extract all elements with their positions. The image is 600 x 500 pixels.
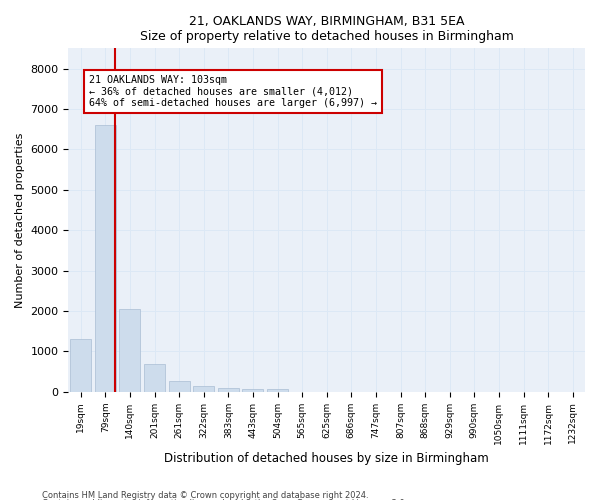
Bar (169, 381, 190, 392)
Text: Contains public sector information licensed under the Open Government Licence v3: Contains public sector information licen… (42, 499, 407, 500)
Bar (218, 388, 239, 392)
Bar (144, 364, 165, 392)
Bar (193, 386, 214, 392)
Bar (119, 308, 140, 392)
X-axis label: Distribution of detached houses by size in Birmingham: Distribution of detached houses by size … (164, 452, 489, 465)
Bar (267, 390, 288, 392)
Text: Contains HM Land Registry data © Crown copyright and database right 2024.: Contains HM Land Registry data © Crown c… (42, 490, 368, 500)
Title: 21, OAKLANDS WAY, BIRMINGHAM, B31 5EA
Size of property relative to detached hous: 21, OAKLANDS WAY, BIRMINGHAM, B31 5EA Si… (140, 15, 514, 43)
Bar (242, 390, 263, 392)
Bar (70, 340, 91, 392)
Bar (95, 125, 116, 392)
Y-axis label: Number of detached properties: Number of detached properties (15, 132, 25, 308)
Text: 21 OAKLANDS WAY: 103sqm
← 36% of detached houses are smaller (4,012)
64% of semi: 21 OAKLANDS WAY: 103sqm ← 36% of detache… (89, 74, 377, 108)
